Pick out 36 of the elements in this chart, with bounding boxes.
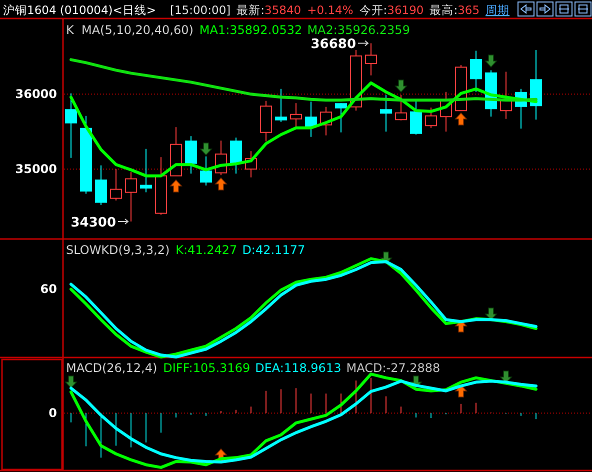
- candlestick: [470, 50, 482, 92]
- text: 60: [40, 282, 57, 296]
- candlestick: [125, 172, 137, 222]
- candlestick: [335, 102, 347, 133]
- text: [15:00:00]: [170, 3, 231, 17]
- text: SLOWKD(9,3,3,2): [66, 243, 170, 257]
- text: D:42.1177: [242, 243, 306, 257]
- candlestick: [185, 136, 197, 174]
- text: DIFF:105.3169: [163, 361, 250, 375]
- text: MA1:35892.0532: [199, 23, 302, 37]
- text: MA2:35926.2359: [307, 23, 410, 37]
- candlestick: [65, 92, 77, 158]
- text: 今开:36190: [359, 3, 424, 17]
- series-label: MACD:-27.2888: [346, 361, 440, 375]
- candlestick: [365, 42, 377, 76]
- annotation: K MA(5,10,20,40,60): [66, 23, 194, 37]
- annotation: MACD(26,12,4): [66, 361, 158, 375]
- annotation: 34300: [70, 216, 116, 231]
- text: K:41.2427: [176, 243, 238, 257]
- annotation: 36680: [310, 37, 356, 52]
- text: 最高:365: [430, 3, 480, 17]
- y-tick-label: 35000: [15, 162, 57, 176]
- candlestick: [140, 148, 152, 193]
- text: DEA:118.9613: [255, 361, 342, 375]
- y-tick-label: 36000: [15, 87, 57, 102]
- text: 周期: [486, 3, 510, 17]
- chart-title: 沪铜1604 (010004)<日线>: [3, 3, 156, 17]
- candlestick: [275, 88, 287, 122]
- text: +0.14%: [307, 3, 354, 17]
- candlestick: [230, 137, 242, 174]
- candlestick: [410, 100, 422, 136]
- candlestick: [200, 156, 212, 186]
- candlestick: [380, 94, 392, 132]
- ref-line-label: 0: [48, 406, 57, 420]
- text: 最新:35840: [236, 3, 302, 17]
- candlestick: [95, 164, 107, 206]
